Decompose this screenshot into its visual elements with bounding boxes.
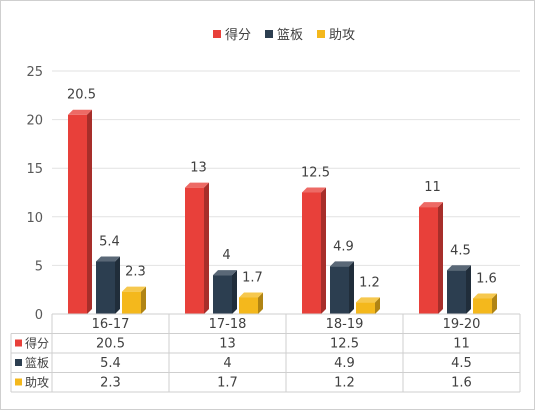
bar-top [419,202,443,208]
bar-16-17-1 [96,261,115,314]
bar-16-17-0 [68,114,87,315]
legend-key [213,30,221,38]
bar-17-18-0 [185,187,204,314]
table-cell: 4 [223,356,231,371]
bar-16-17-2 [122,291,141,314]
bar-top [213,270,237,276]
data-label: 13 [190,161,207,176]
bar-side [466,265,471,314]
bar-top [239,292,263,298]
bar-side [141,286,146,314]
legend-key [265,30,273,38]
data-label: 4 [222,248,230,263]
table-cell: 13 [219,337,236,352]
bar-18-19-1 [330,266,349,314]
table-legend-key [15,378,22,386]
x-tick-label: 18-19 [326,317,364,332]
table-series-name: 助攻 [25,376,49,390]
table-cell: 5.4 [100,356,121,371]
table-cell: 4.5 [451,356,472,371]
bar-side [258,292,263,314]
data-label: 12.5 [301,166,330,181]
bar-19-20-2 [473,298,492,314]
bar-top [96,256,120,262]
bar-side [115,256,120,314]
bar-19-20-0 [419,207,438,314]
bar-side [232,270,237,314]
table-cell: 1.7 [217,376,238,391]
bar-side [321,187,326,314]
bar-top [330,261,354,267]
bar-side [492,293,497,314]
table-legend-key [15,339,22,347]
data-label: 1.6 [476,271,497,286]
y-tick-label: 15 [26,162,43,177]
data-label: 5.4 [99,235,120,250]
bar-side [375,297,380,314]
data-label: 20.5 [67,88,96,103]
table-cell: 1.6 [451,376,472,391]
table-cell: 4.9 [334,356,355,371]
y-tick-label: 0 [35,308,43,323]
x-tick-label: 17-18 [209,317,247,332]
table-cell: 1.2 [334,376,355,391]
bar-19-20-1 [447,270,466,314]
legend-label: 助攻 [329,28,355,43]
data-label: 11 [424,180,441,195]
table-cell: 2.3 [100,376,121,391]
bar-side [87,109,92,315]
y-tick-label: 5 [35,259,43,274]
table-legend-key [15,359,22,366]
bar-side [204,182,209,314]
bar-top [447,265,471,271]
bar-top [302,187,326,193]
bar-17-18-1 [213,275,232,314]
data-label: 1.2 [359,275,380,290]
data-label: 4.5 [450,243,471,258]
data-label: 4.9 [333,239,354,254]
table-series-name: 得分 [25,336,49,351]
bar-top [68,109,92,115]
bar-17-18-2 [239,297,258,314]
bar-top [122,286,146,292]
table-cell: 11 [453,337,470,352]
table-cell: 20.5 [96,337,125,352]
legend-label: 得分 [225,27,251,43]
y-tick-label: 20 [26,114,43,129]
bar-top [356,297,380,303]
y-tick-label: 10 [26,211,43,226]
bar-top [473,293,497,299]
table-series-name: 篮板 [25,355,49,370]
bar-top [185,182,209,188]
legend-label: 篮板 [277,28,303,43]
data-label: 1.7 [242,270,263,285]
bar-side [438,202,443,314]
bar-side [349,261,354,314]
table-cell: 12.5 [330,337,359,352]
legend-key [317,30,325,38]
x-tick-label: 16-17 [92,317,130,332]
bar-18-19-0 [302,192,321,314]
bar-18-19-2 [356,302,375,314]
x-tick-label: 19-20 [443,317,481,332]
y-tick-label: 25 [26,65,43,80]
data-label: 2.3 [125,265,146,280]
